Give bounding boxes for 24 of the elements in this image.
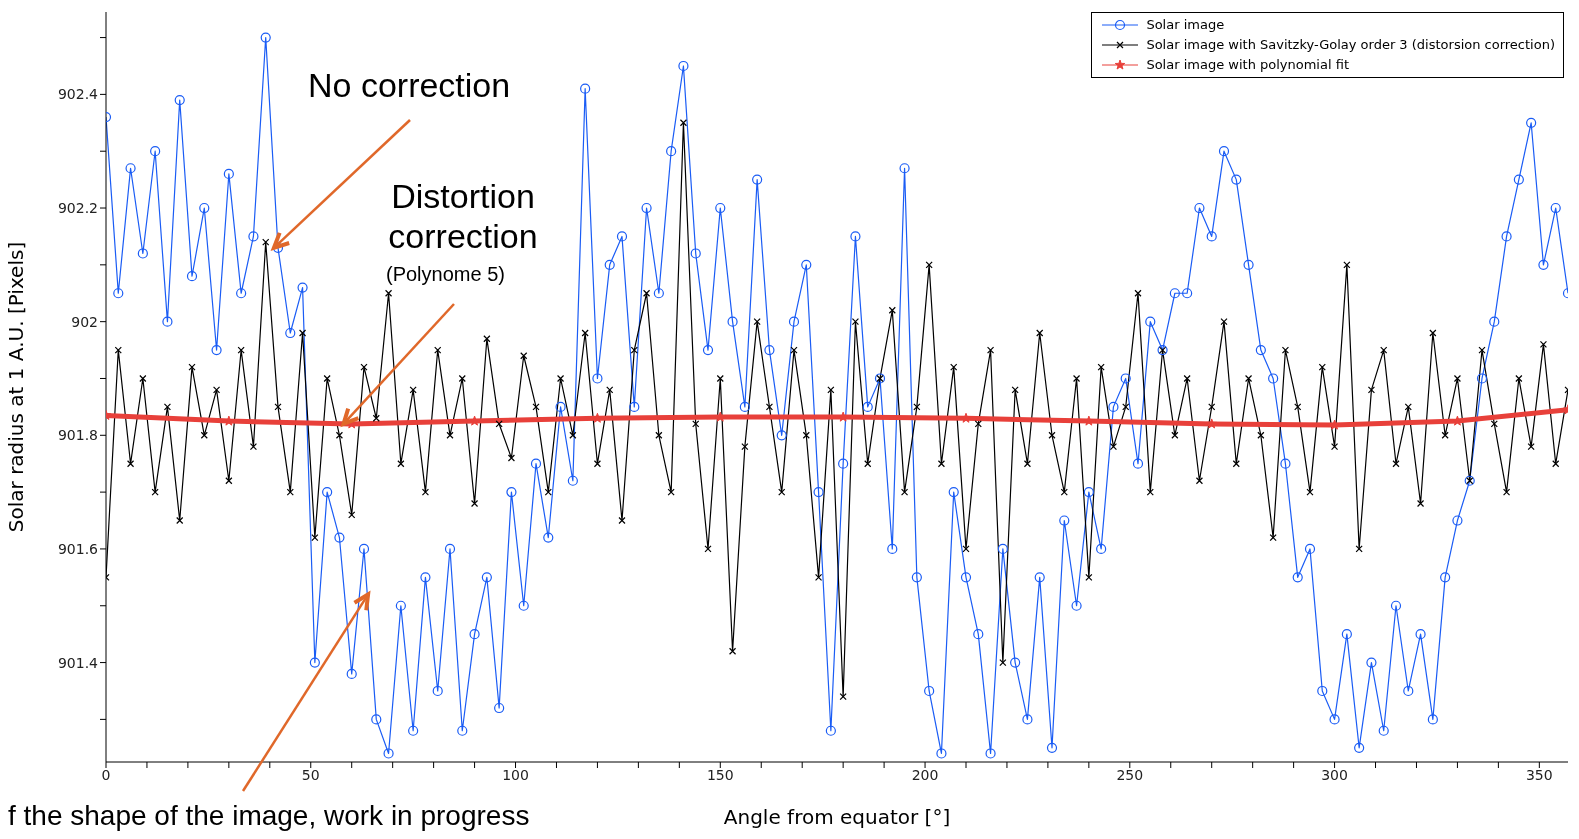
- point: [1206, 418, 1217, 429]
- legend-label: Solar image with polynomial fit: [1146, 56, 1349, 74]
- x-tick-label: 200: [911, 766, 939, 783]
- y-axis-title: Solar radius at 1 A.U. [Pixels]: [4, 241, 29, 533]
- annotation: (Polynome 5): [386, 263, 505, 286]
- x-tick-label: 350: [1525, 766, 1553, 783]
- y-tick-label: 902.4: [57, 86, 99, 103]
- y-tick-label: 901.8: [57, 427, 98, 444]
- x-axis-title: Angle from equator [°]: [723, 805, 951, 829]
- y-tick-label: 902: [71, 313, 98, 330]
- y-tick-label: 902.2: [57, 199, 98, 216]
- y-tick-label: 901.4: [57, 654, 99, 671]
- x-tick-label: 300: [1321, 766, 1348, 783]
- x-tick-label: 100: [502, 766, 529, 783]
- x-tick-label: 150: [706, 766, 734, 783]
- annotation: No correction: [308, 66, 511, 105]
- x-tick-label: 250: [1116, 766, 1144, 783]
- legend-label: Solar image: [1146, 16, 1225, 34]
- x-tick-label: 50: [301, 766, 320, 783]
- annotation: Distortion correction: [387, 176, 539, 256]
- annotation: f the shape of the image, work in progress: [8, 800, 530, 832]
- x-tick-label: 0: [101, 766, 111, 783]
- legend-label: Solar image with Savitzky-Golay order 3 (distorsion correction): [1146, 36, 1555, 54]
- y-tick-label: 901.6: [57, 540, 99, 557]
